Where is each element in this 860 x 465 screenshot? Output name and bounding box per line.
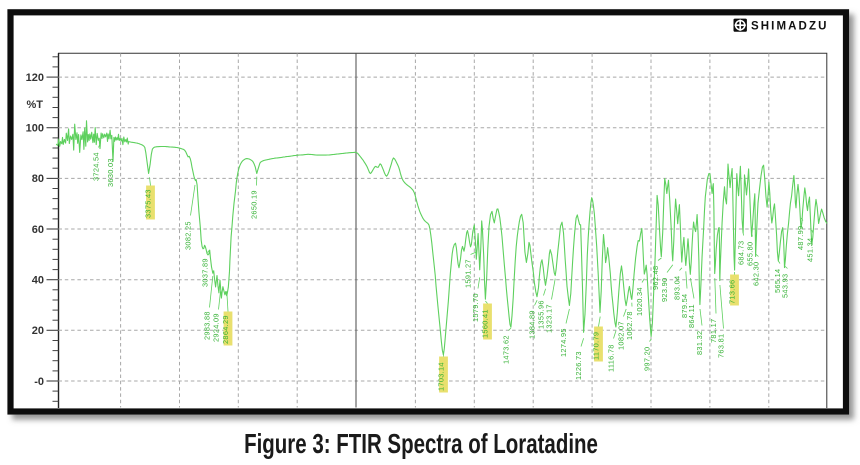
- svg-text:923.90: 923.90: [660, 278, 669, 302]
- svg-text:864.11: 864.11: [687, 304, 696, 328]
- svg-text:2650.19: 2650.19: [250, 190, 259, 219]
- svg-text:1703.14: 1703.14: [437, 362, 446, 391]
- svg-text:1170.79: 1170.79: [592, 332, 601, 360]
- svg-text:1560.41: 1560.41: [481, 309, 490, 338]
- svg-text:%T: %T: [27, 99, 44, 111]
- svg-text:893.04: 893.04: [673, 276, 682, 300]
- svg-text:451.34: 451.34: [806, 238, 815, 262]
- svg-text:831.32: 831.32: [695, 331, 704, 355]
- svg-text:-0: -0: [34, 376, 44, 388]
- svg-text:Figure 3: FTIR Spectra of Lora: Figure 3: FTIR Spectra of Loratadine: [244, 429, 598, 460]
- svg-text:2924.09: 2924.09: [212, 313, 221, 342]
- svg-text:120: 120: [26, 72, 44, 84]
- svg-text:1355.96: 1355.96: [537, 300, 546, 329]
- svg-text:3037.89: 3037.89: [201, 258, 210, 287]
- svg-text:763.81: 763.81: [717, 334, 726, 358]
- svg-text:781.17: 781.17: [709, 319, 718, 343]
- svg-text:3375.43: 3375.43: [144, 189, 153, 218]
- svg-text:879.54: 879.54: [680, 294, 689, 318]
- svg-text:1591.27: 1591.27: [464, 259, 473, 288]
- svg-text:1384.89: 1384.89: [528, 310, 537, 339]
- svg-text:1274.95: 1274.95: [559, 328, 568, 357]
- svg-text:565.14: 565.14: [773, 269, 782, 293]
- svg-text:684.73: 684.73: [737, 241, 746, 265]
- svg-text:20: 20: [32, 325, 44, 337]
- svg-text:2983.88: 2983.88: [203, 311, 212, 340]
- svg-text:3082.25: 3082.25: [184, 221, 193, 250]
- svg-text:60: 60: [32, 224, 44, 236]
- svg-text:1062.78: 1062.78: [625, 311, 634, 340]
- svg-text:713.66: 713.66: [728, 280, 737, 304]
- svg-text:1116.78: 1116.78: [607, 344, 616, 372]
- svg-text:543.93: 543.93: [781, 274, 790, 298]
- svg-text:642.30: 642.30: [752, 262, 761, 286]
- svg-text:1082.07: 1082.07: [617, 321, 626, 350]
- svg-text:3724.54: 3724.54: [92, 152, 101, 181]
- svg-text:SHIMADZU: SHIMADZU: [751, 20, 829, 32]
- svg-text:3630.03: 3630.03: [106, 158, 115, 187]
- svg-text:1226.73: 1226.73: [574, 351, 583, 380]
- svg-text:997.20: 997.20: [643, 347, 652, 371]
- svg-text:80: 80: [32, 173, 44, 185]
- svg-text:1579.70: 1579.70: [471, 293, 480, 322]
- svg-text:40: 40: [32, 275, 44, 287]
- svg-text:100: 100: [26, 123, 44, 135]
- svg-text:487.99: 487.99: [796, 226, 805, 250]
- svg-text:1473.62: 1473.62: [502, 335, 511, 364]
- svg-text:2864.29: 2864.29: [221, 315, 230, 344]
- svg-text:1020.34: 1020.34: [635, 287, 644, 316]
- svg-text:655.80: 655.80: [746, 242, 755, 266]
- svg-text:962.48: 962.48: [651, 266, 660, 290]
- svg-text:1323.17: 1323.17: [545, 304, 554, 333]
